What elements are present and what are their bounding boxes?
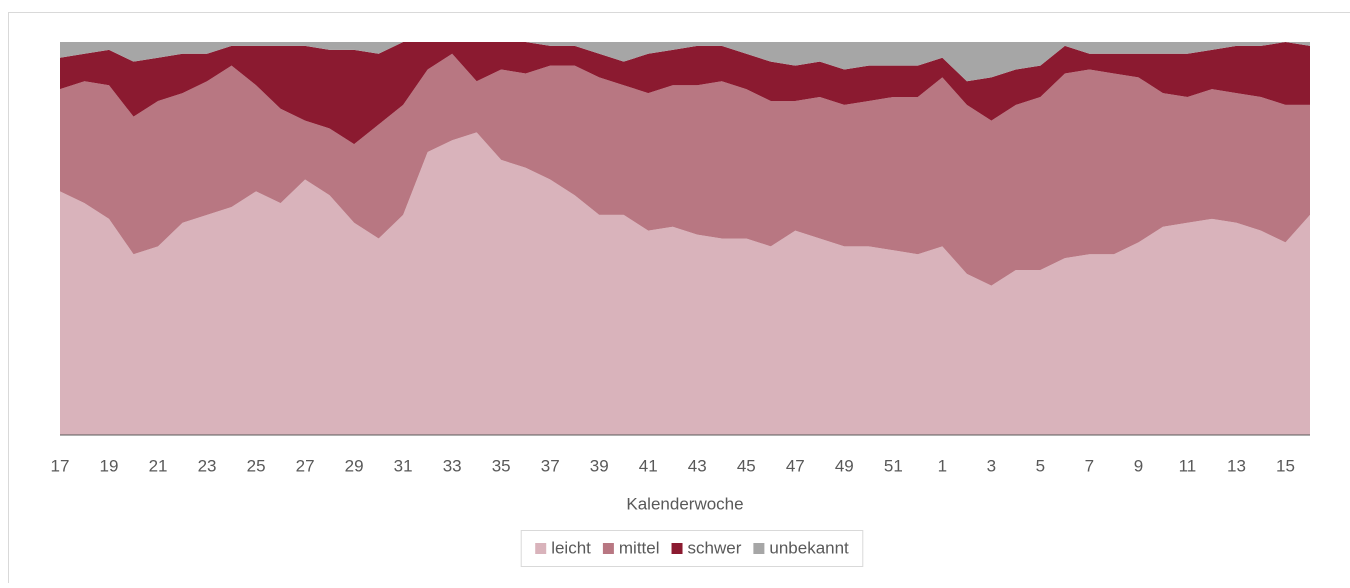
x-tick-label: 9 [1134,456,1143,475]
legend-swatch [535,543,546,554]
x-tick-label: 43 [688,456,707,475]
x-tick-label: 27 [296,456,315,475]
x-tick-label: 35 [492,456,511,475]
legend-label: leicht [551,538,591,557]
x-tick-label: 21 [149,456,168,475]
x-tick-label: 33 [443,456,462,475]
x-tick-label: 1 [938,456,947,475]
x-tick-label: 45 [737,456,756,475]
x-tick-label: 23 [198,456,217,475]
legend-label: mittel [619,538,660,557]
x-tick-label: 31 [394,456,413,475]
legend-swatch [603,543,614,554]
legend-swatch [672,543,683,554]
x-tick-label: 17 [51,456,70,475]
legend-label: unbekannt [769,538,849,557]
x-tick-label: 37 [541,456,560,475]
legend-swatch [753,543,764,554]
legend-label: schwer [688,538,742,557]
x-tick-label: 47 [786,456,805,475]
x-tick-label: 7 [1085,456,1094,475]
x-tick-label: 15 [1276,456,1295,475]
x-tick-label: 49 [835,456,854,475]
x-tick-label: 3 [987,456,996,475]
x-tick-label: 11 [1179,456,1197,475]
x-tick-label: 13 [1227,456,1246,475]
x-axis-title: Kalenderwoche [626,494,743,513]
x-tick-label: 41 [639,456,658,475]
x-tick-label: 25 [247,456,266,475]
x-tick-label: 39 [590,456,609,475]
x-tick-label: 51 [884,456,903,475]
x-tick-label: 5 [1036,456,1045,475]
x-tick-label: 29 [345,456,364,475]
x-tick-label: 19 [100,456,119,475]
